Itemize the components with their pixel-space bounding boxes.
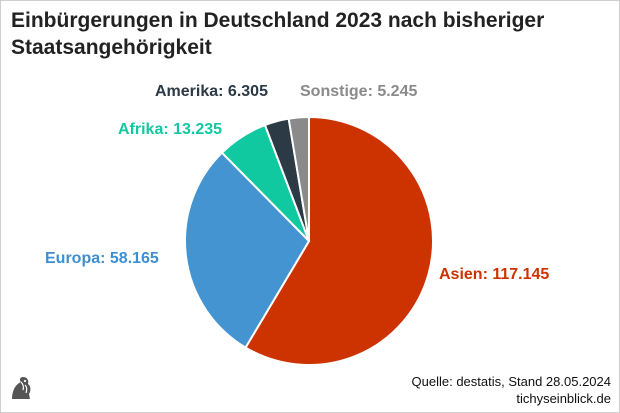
chart-title: Einbürgerungen in Deutschland 2023 nach … xyxy=(11,9,545,59)
eagle-portrait-icon xyxy=(8,375,34,406)
pie-slice-sonstige xyxy=(287,115,310,242)
pie-slice-europa xyxy=(184,151,311,349)
slice-label-afrika: Afrika: 13.235 xyxy=(118,121,222,138)
slice-label-amerika: Amerika: 6.305 xyxy=(155,83,268,100)
site-link: tichyseinblick.de xyxy=(516,391,611,406)
footer: Quelle: destatis, Stand 28.05.2024 tichy… xyxy=(412,373,611,407)
pie-slice-asien xyxy=(244,115,434,366)
slice-label-sonstige: Sonstige: 5.245 xyxy=(300,83,417,100)
slice-label-europa: Europa: 58.165 xyxy=(45,250,159,267)
source-note: Quelle: destatis, Stand 28.05.2024 xyxy=(411,374,611,389)
slice-label-asien: Asien: 117.145 xyxy=(439,266,549,283)
